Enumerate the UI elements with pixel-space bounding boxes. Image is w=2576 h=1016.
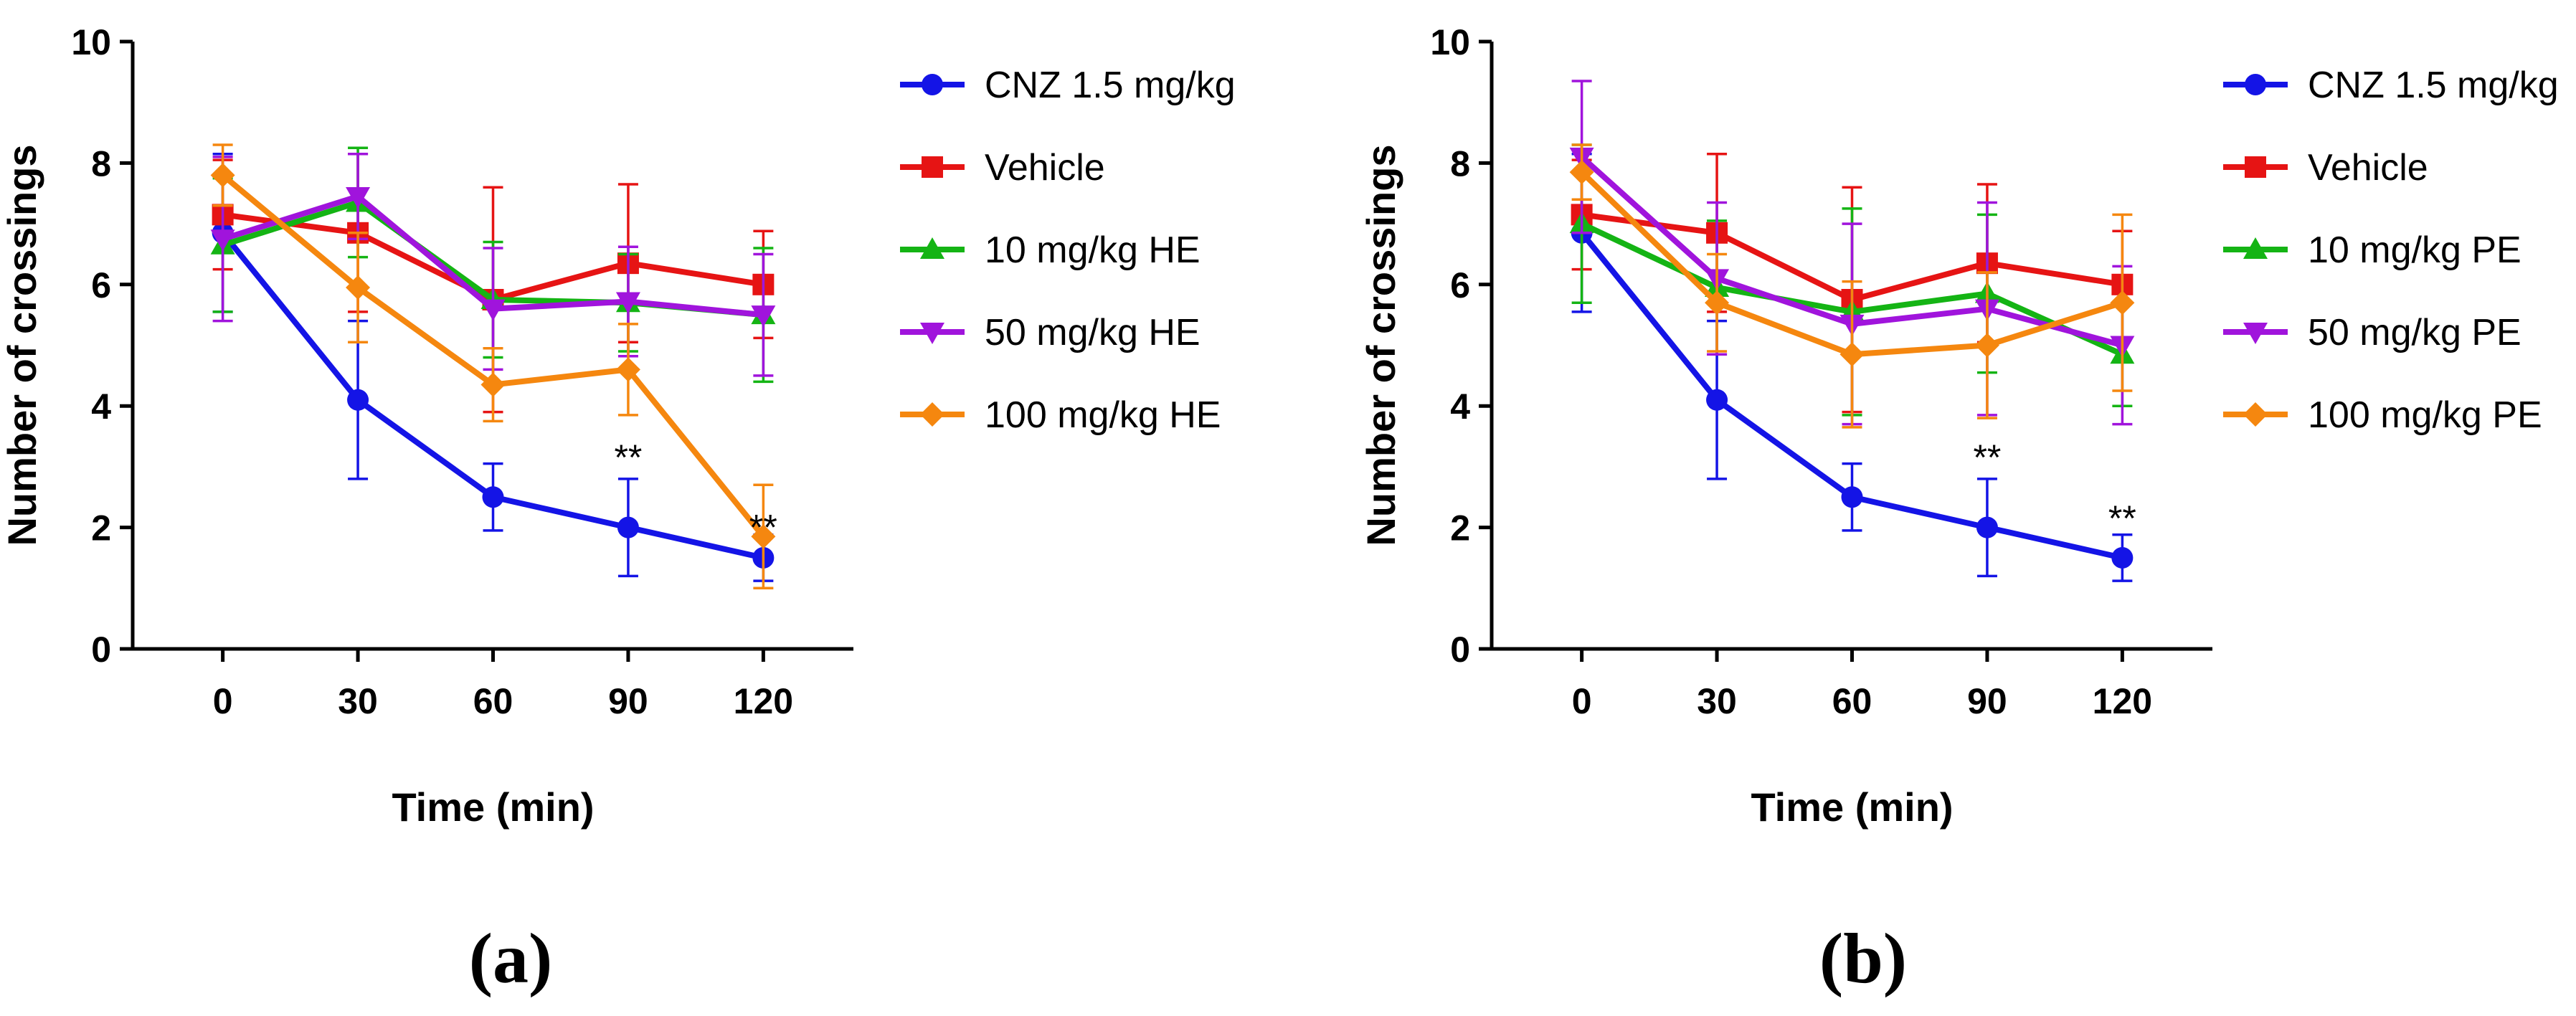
significance-annotation: ** bbox=[1973, 437, 2001, 478]
data-point bbox=[615, 357, 640, 382]
legend-marker bbox=[2243, 323, 2268, 344]
legend: CNZ 1.5 mg/kg Vehicle 10 mg/kg PE 50 mg/kg … bbox=[2223, 65, 2559, 436]
legend-item: 10 mg/kg PE bbox=[2223, 229, 2521, 271]
legend-label: Vehicle bbox=[985, 147, 1105, 189]
legend-item: Vehicle bbox=[2223, 147, 2428, 189]
data-point bbox=[347, 389, 369, 411]
series-100-mg-kg-he bbox=[210, 143, 776, 590]
panel-label-b: (b) bbox=[1819, 918, 1907, 998]
legend-label: 100 mg/kg HE bbox=[985, 394, 1221, 436]
series-50-mg-kg-he bbox=[210, 152, 776, 377]
significance-annotation: ** bbox=[749, 508, 777, 548]
y-tick-label: 0 bbox=[91, 630, 111, 670]
legend-marker bbox=[2243, 402, 2268, 427]
series-100-mg-kg-pe bbox=[1569, 143, 2135, 429]
x-tick-label: 0 bbox=[1572, 681, 1592, 721]
x-tick-label: 60 bbox=[473, 681, 513, 721]
legend-item: 100 mg/kg PE bbox=[2223, 394, 2542, 436]
data-point bbox=[346, 275, 371, 300]
data-point bbox=[1974, 333, 1999, 358]
data-point bbox=[1706, 389, 1728, 411]
legend-label: 10 mg/kg PE bbox=[2308, 229, 2521, 271]
y-axis-title: Number of crossings bbox=[0, 144, 44, 546]
significance-annotation: ** bbox=[2108, 498, 2136, 538]
legend: CNZ 1.5 mg/kg Vehicle 10 mg/kg HE 50 mg/kg … bbox=[900, 65, 1236, 436]
data-point bbox=[2110, 290, 2135, 315]
y-tick-label: 10 bbox=[71, 22, 111, 62]
data-point bbox=[480, 299, 506, 321]
data-point bbox=[2111, 546, 2134, 569]
legend-marker bbox=[920, 402, 944, 427]
legend-label: Vehicle bbox=[2308, 147, 2428, 189]
legend-item: CNZ 1.5 mg/kg bbox=[900, 65, 1236, 106]
data-point bbox=[1705, 290, 1730, 315]
x-tick-label: 90 bbox=[608, 681, 648, 721]
x-tick-label: 0 bbox=[213, 681, 233, 721]
y-tick-label: 2 bbox=[91, 508, 111, 549]
data-point bbox=[1841, 486, 1863, 508]
legend-item: 50 mg/kg PE bbox=[2223, 312, 2521, 353]
data-point bbox=[751, 524, 776, 549]
legend-label: 50 mg/kg HE bbox=[985, 312, 1201, 353]
legend-item: Vehicle bbox=[900, 147, 1105, 189]
y-tick-label: 4 bbox=[1450, 386, 1470, 427]
data-point bbox=[482, 486, 504, 508]
x-tick-label: 60 bbox=[1832, 681, 1872, 721]
data-point bbox=[617, 516, 639, 538]
data-point bbox=[751, 305, 776, 328]
y-tick-label: 6 bbox=[1450, 265, 1470, 305]
y-axis-title: Number of crossings bbox=[1358, 144, 1403, 546]
x-axis-title: Time (min) bbox=[392, 784, 594, 830]
x-tick-label: 30 bbox=[1697, 681, 1737, 721]
panel-label-a: (a) bbox=[469, 918, 553, 998]
significance-annotation: ** bbox=[614, 437, 642, 478]
legend-label: CNZ 1.5 mg/kg bbox=[985, 65, 1236, 106]
x-axis-title: Time (min) bbox=[1751, 784, 1953, 830]
y-tick-label: 8 bbox=[91, 143, 111, 184]
legend-marker bbox=[920, 237, 944, 259]
x-tick-label: 120 bbox=[2093, 681, 2152, 721]
legend-marker bbox=[2243, 237, 2268, 259]
legend-item: 100 mg/kg HE bbox=[900, 394, 1221, 436]
data-point bbox=[1976, 516, 1998, 538]
x-tick-label: 90 bbox=[1967, 681, 2007, 721]
y-tick-label: 8 bbox=[1450, 143, 1470, 184]
data-point bbox=[210, 163, 235, 188]
legend-item: 10 mg/kg HE bbox=[900, 229, 1201, 271]
legend-item: 50 mg/kg HE bbox=[900, 312, 1201, 353]
legend-marker bbox=[2245, 74, 2266, 95]
legend-label: 50 mg/kg PE bbox=[2308, 312, 2521, 353]
y-tick-label: 6 bbox=[91, 265, 111, 305]
chart-panel-b: 0 2 4 6 8 10 0 30 60 90 120 Time (min) Number of cro… bbox=[1358, 22, 2559, 830]
x-tick-label: 120 bbox=[734, 681, 793, 721]
legend-label: 100 mg/kg PE bbox=[2308, 394, 2542, 436]
data-point bbox=[480, 372, 506, 397]
legend-marker bbox=[920, 323, 944, 344]
y-tick-label: 10 bbox=[1430, 22, 1470, 62]
legend-item: CNZ 1.5 mg/kg bbox=[2223, 65, 2559, 106]
data-point bbox=[210, 229, 235, 252]
x-tick-label: 30 bbox=[338, 681, 378, 721]
legend-marker bbox=[2245, 156, 2266, 178]
chart-panel-a: 0 2 4 6 8 10 0 30 60 90 120 Time (min) Number of cro… bbox=[0, 22, 1236, 830]
y-tick-label: 0 bbox=[1450, 630, 1470, 670]
y-tick-label: 4 bbox=[91, 386, 111, 427]
legend-label: CNZ 1.5 mg/kg bbox=[2308, 65, 2559, 106]
data-point bbox=[1569, 160, 1594, 185]
data-point bbox=[1839, 342, 1865, 367]
legend-marker bbox=[922, 156, 943, 178]
data-point bbox=[346, 186, 371, 209]
legend-marker bbox=[922, 74, 943, 95]
y-tick-label: 2 bbox=[1450, 508, 1470, 549]
data-point bbox=[615, 292, 640, 314]
legend-label: 10 mg/kg HE bbox=[985, 229, 1201, 271]
